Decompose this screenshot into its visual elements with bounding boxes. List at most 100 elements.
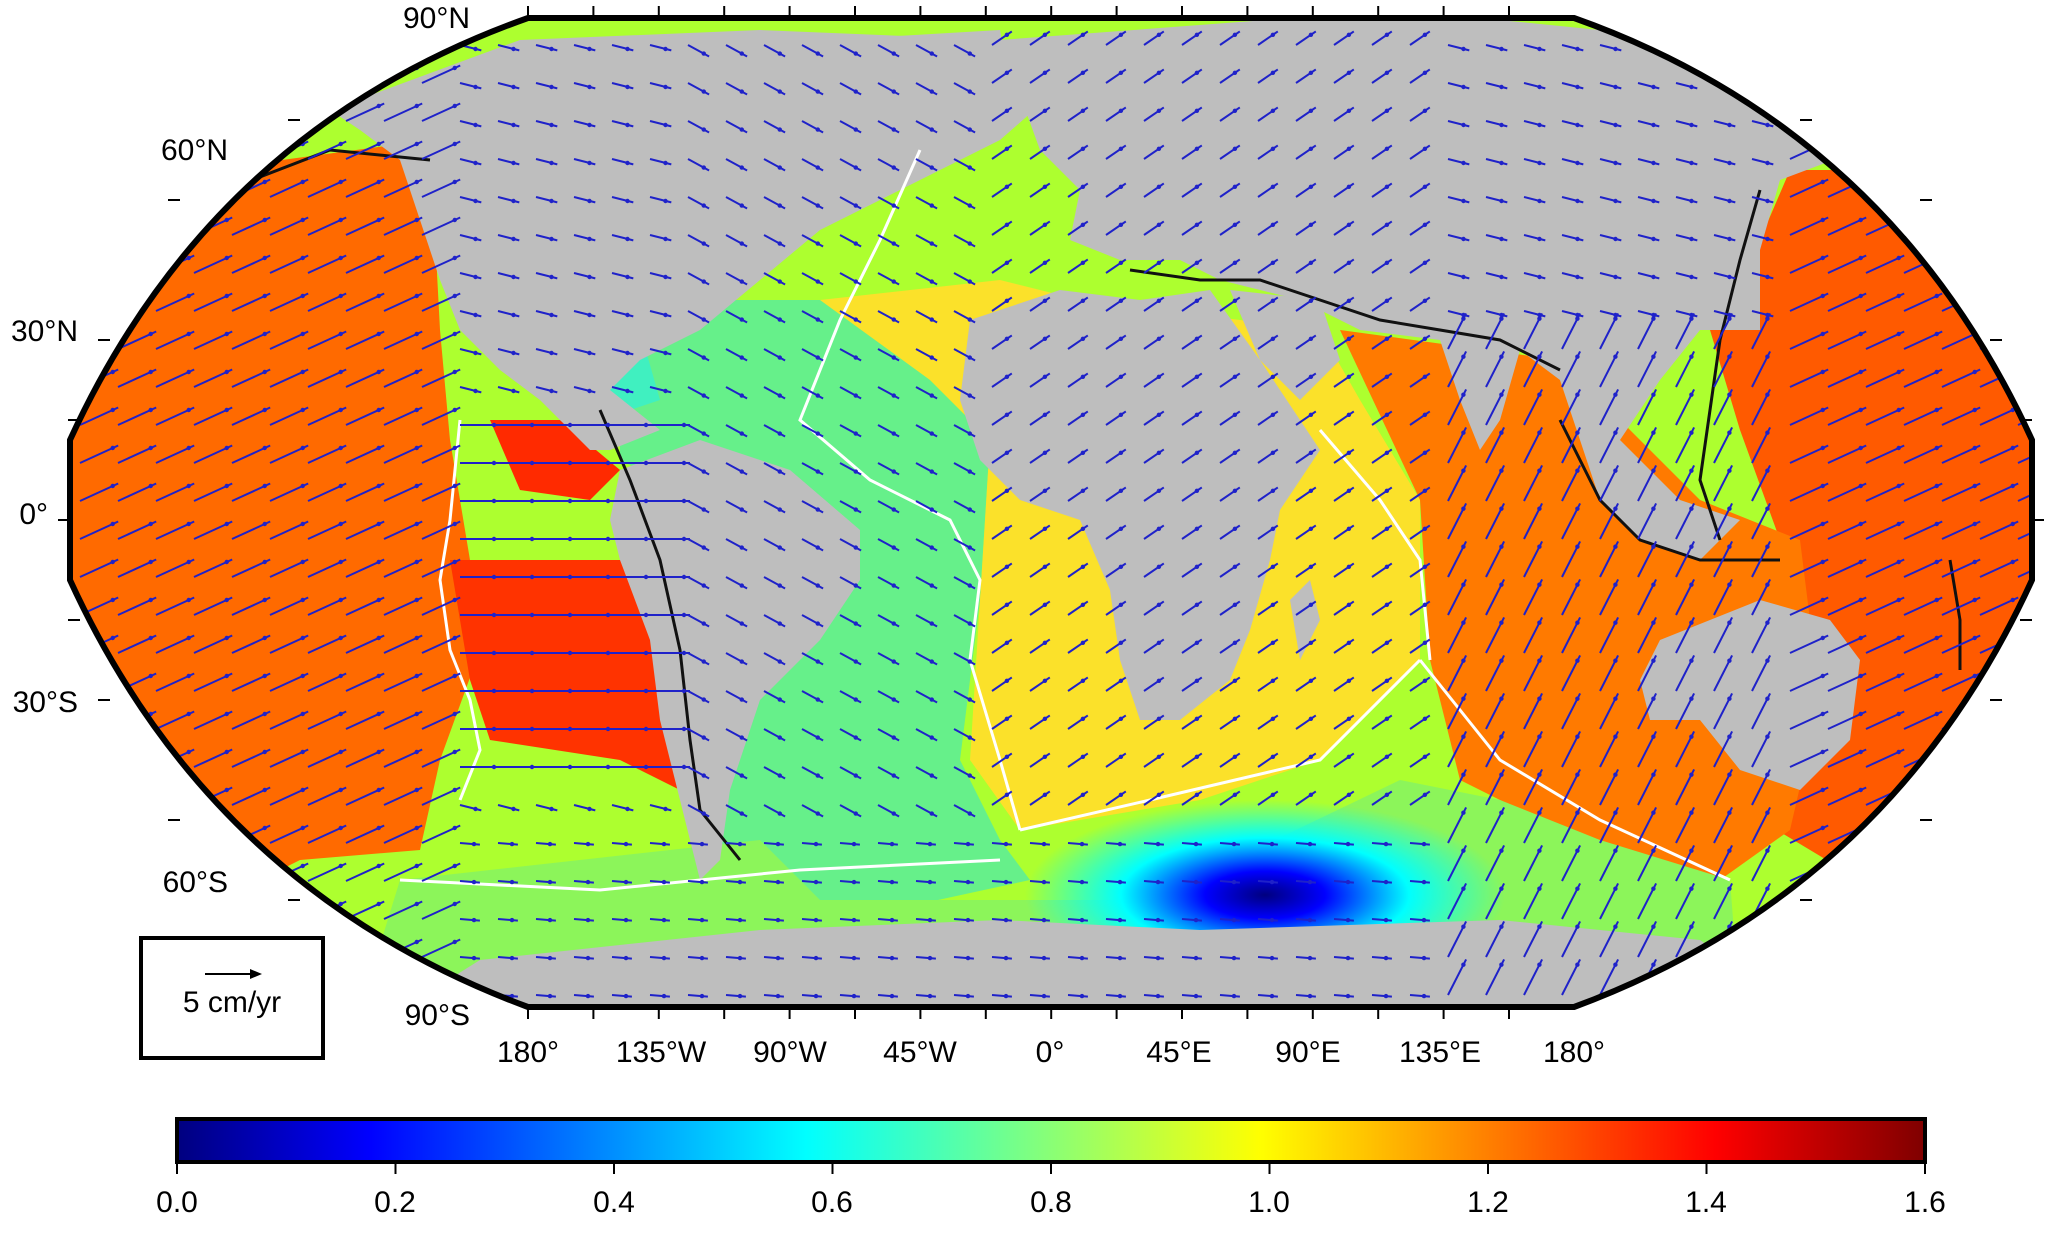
velocity-vector-head: [491, 726, 497, 732]
velocity-vector-head: [1820, 521, 1825, 527]
velocity-vector: [1599, 158, 1622, 166]
velocity-vector-head: [813, 841, 819, 847]
velocity-vector-head: [1461, 810, 1466, 815]
velocity-vector-head: [1651, 696, 1656, 701]
velocity-vector-head: [891, 279, 896, 284]
velocity-vector-head: [815, 659, 820, 664]
velocity-vector-head: [1193, 993, 1199, 999]
velocity-vector-head: [1765, 620, 1770, 625]
velocity-vector-head: [338, 787, 343, 793]
velocity-vector-head: [186, 331, 191, 337]
lat-label-30s: 30°S: [13, 686, 78, 719]
lat-label-30n: 30°N: [11, 315, 78, 348]
velocity-vector-head: [1461, 46, 1466, 52]
velocity-vector: [1447, 158, 1470, 166]
velocity-vector-head: [376, 901, 381, 907]
velocity-vector: [459, 842, 480, 846]
velocity-vector: [345, 26, 385, 46]
velocity-vector: [2017, 368, 2032, 388]
velocity-vector-head: [1727, 468, 1732, 473]
velocity-vector-head: [853, 583, 858, 588]
velocity-vector: [1257, 842, 1278, 846]
velocity-vector-head: [262, 635, 267, 641]
velocity-vector-head: [1193, 955, 1199, 961]
velocity-vector: [573, 842, 594, 846]
velocity-vector-head: [300, 711, 305, 717]
velocity-vector-head: [587, 806, 592, 812]
velocity-vector-head: [623, 917, 629, 923]
velocity-vector-head: [148, 65, 153, 71]
velocity-vector-head: [965, 879, 971, 885]
velocity-vector-head: [1651, 274, 1656, 280]
velocity-vector-head: [625, 160, 630, 166]
velocity-vector-head: [2010, 179, 2015, 185]
lat-label-60s: 60°S: [163, 866, 228, 899]
velocity-vector: [1295, 880, 1316, 884]
velocity-vector-head: [1934, 369, 1939, 375]
india-land: [1440, 340, 1520, 450]
velocity-vector-head: [891, 355, 896, 360]
velocity-vector: [1447, 196, 1470, 204]
velocity-vector-head: [965, 955, 971, 961]
velocity-vector-head: [376, 141, 381, 147]
velocity-vector-head: [1155, 879, 1161, 885]
velocity-vector: [915, 842, 936, 846]
velocity-vector: [2017, 938, 2032, 958]
velocity-vector: [649, 44, 672, 52]
velocity-vector-head: [1384, 146, 1390, 151]
longitude-labels: 180° 135°W 90°W 45°W 0° 45°E 90°E 135°E …: [497, 1036, 1605, 1069]
velocity-vector-head: [1004, 412, 1010, 417]
velocity-vector-head: [605, 650, 611, 656]
velocity-vector-head: [1613, 924, 1618, 929]
velocity-vector: [573, 310, 596, 318]
velocity-vector-head: [1422, 792, 1428, 797]
velocity-vector-head: [110, 673, 115, 679]
velocity-vector: [1751, 120, 1774, 128]
velocity-vector-head: [1270, 412, 1276, 417]
velocity-vector-head: [473, 160, 478, 166]
velocity-vector: [459, 196, 482, 204]
velocity-vector: [611, 842, 632, 846]
velocity-vector-head: [414, 939, 419, 945]
velocity-vector-head: [1858, 293, 1863, 299]
velocity-vector-head: [1269, 879, 1275, 885]
velocity-vector: [1181, 956, 1202, 960]
velocity-vector-head: [1499, 236, 1504, 242]
velocity-vector-head: [1232, 32, 1238, 37]
velocity-vector-head: [1384, 108, 1390, 114]
velocity-vector-head: [777, 583, 782, 588]
velocity-vector-head: [1194, 146, 1200, 151]
velocity-vector-head: [338, 369, 343, 375]
velocity-vector-head: [1461, 886, 1466, 891]
velocity-vector-head: [1194, 602, 1200, 607]
velocity-vector: [421, 976, 461, 996]
velocity-vector: [649, 956, 670, 960]
velocity-vector: [155, 64, 195, 84]
velocity-vector-head: [1080, 526, 1086, 531]
velocity-vector-head: [186, 217, 191, 223]
map-frame: [67, 15, 2035, 1010]
velocity-vector: [763, 918, 784, 922]
velocity-vector-head: [2010, 673, 2015, 679]
velocity-vector: [1637, 272, 1660, 280]
velocity-vector-head: [148, 863, 153, 869]
velocity-vector-head: [587, 46, 592, 52]
velocity-vector-head: [224, 521, 229, 527]
velocity-vector-head: [1422, 298, 1428, 303]
velocity-vector-head: [1346, 32, 1352, 37]
velocity-vector: [1979, 292, 2019, 312]
velocity-vector: [611, 310, 634, 318]
velocity-vector-head: [1499, 696, 1504, 701]
velocity-vector-head: [1269, 955, 1275, 961]
velocity-vector-head: [1858, 103, 1863, 109]
latitude-labels: 90°N 60°N 30°N 0° 30°S 60°S 90°S: [11, 2, 470, 1032]
velocity-vector: [877, 994, 898, 998]
velocity-vector-head: [1118, 754, 1124, 759]
velocity-vector-head: [663, 84, 668, 90]
velocity-vector: [2017, 786, 2032, 806]
velocity-vector-head: [1896, 711, 1901, 717]
velocity-vector-head: [1727, 354, 1732, 359]
velocity-vector-head: [1421, 955, 1427, 961]
velocity-vector-head: [777, 811, 782, 816]
velocity-vector-head: [186, 521, 191, 527]
